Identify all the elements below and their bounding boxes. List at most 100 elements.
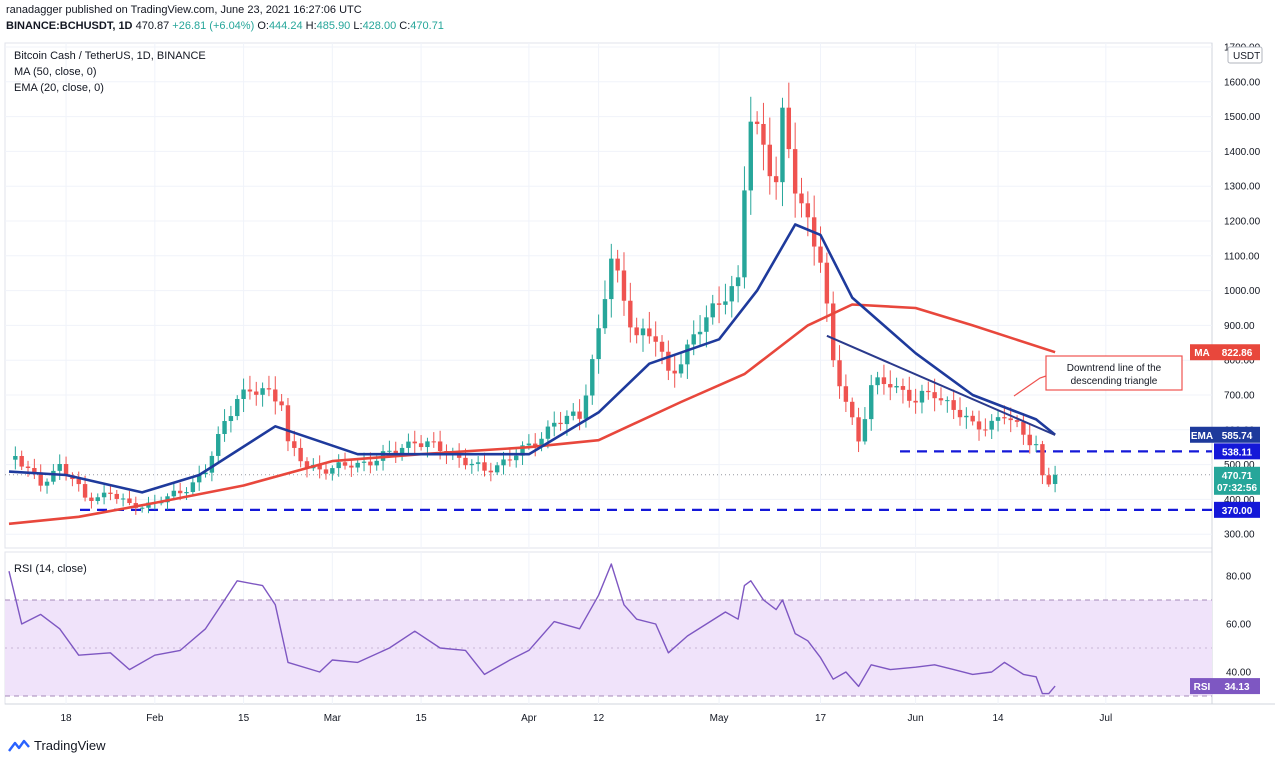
time-tick-label: 17 bbox=[815, 713, 827, 724]
tradingview-logo[interactable]: TradingView bbox=[8, 738, 106, 753]
candle-body bbox=[44, 481, 50, 486]
candle-body bbox=[716, 303, 722, 305]
rsi-badge-tag-label: RSI bbox=[1194, 682, 1211, 693]
price-panel bbox=[4, 42, 1213, 549]
candle-body bbox=[222, 421, 227, 435]
candle-body bbox=[818, 246, 823, 263]
candle-body bbox=[799, 193, 804, 204]
candle-body bbox=[856, 417, 861, 442]
annotation-pointer bbox=[1013, 375, 1047, 397]
last-price-box bbox=[1214, 466, 1260, 495]
currency-label: USDT bbox=[1233, 51, 1260, 62]
candle-body bbox=[38, 472, 43, 486]
candle-body bbox=[463, 457, 468, 466]
candle-body bbox=[304, 461, 310, 469]
time-tick-label: Jun bbox=[908, 713, 924, 724]
candle-body bbox=[412, 441, 417, 444]
candle-body bbox=[13, 455, 18, 460]
candle-body bbox=[501, 459, 506, 466]
candle-body bbox=[583, 395, 589, 419]
price-tick-label: 300.00 bbox=[1224, 530, 1255, 541]
candle-body bbox=[469, 463, 475, 466]
candle-body bbox=[647, 328, 652, 337]
candle-body bbox=[907, 389, 912, 401]
candle-body bbox=[894, 386, 899, 388]
candle-body bbox=[888, 384, 893, 388]
low-value: 428.00 bbox=[362, 20, 397, 32]
candle-body bbox=[342, 462, 348, 466]
candle-body bbox=[957, 409, 963, 418]
candle-body bbox=[564, 415, 570, 425]
last-value: 470.87 bbox=[135, 20, 170, 32]
annotation-line-1: Downtrend line of the bbox=[1067, 363, 1162, 374]
candle-body bbox=[82, 484, 88, 498]
candle-body bbox=[1002, 417, 1007, 419]
rsi-band bbox=[5, 600, 1212, 696]
candle-body bbox=[545, 426, 551, 439]
countdown-value: 07:32:56 bbox=[1217, 483, 1257, 494]
candle-body bbox=[780, 107, 785, 183]
ma-badge-value: 822.86 bbox=[1222, 348, 1253, 359]
candle-body bbox=[254, 391, 259, 395]
candle-body bbox=[843, 386, 849, 402]
open-value: 444.24 bbox=[268, 20, 303, 32]
candle-body bbox=[653, 336, 658, 342]
candle-body bbox=[190, 482, 196, 493]
ema-badge: EMA 585.74 bbox=[1190, 426, 1260, 443]
candle-body bbox=[482, 462, 487, 471]
price-tick-label: 1000.00 bbox=[1224, 286, 1261, 297]
candle-body bbox=[1027, 434, 1032, 446]
candle-body bbox=[767, 144, 772, 177]
candle-body bbox=[685, 344, 690, 365]
candle-body bbox=[900, 386, 906, 390]
candle-body bbox=[184, 492, 189, 494]
candle-body bbox=[507, 459, 513, 461]
price-tick-label: 1300.00 bbox=[1224, 182, 1261, 193]
rsi-badge: RSI 34.13 bbox=[1190, 678, 1260, 695]
candle-body bbox=[951, 400, 956, 410]
candle-body bbox=[704, 317, 709, 332]
candle-body bbox=[431, 441, 436, 443]
candle-body bbox=[970, 415, 975, 422]
level-370-badge-value: 370.00 bbox=[1222, 506, 1253, 517]
ema20-line bbox=[8, 223, 1056, 494]
rsi-badge-value: 34.13 bbox=[1224, 682, 1249, 693]
candle-body bbox=[323, 469, 329, 474]
candle-body bbox=[1046, 475, 1051, 485]
candle-body bbox=[317, 464, 322, 470]
candle-body bbox=[393, 450, 398, 454]
candle-body bbox=[526, 443, 532, 446]
ohlc-bar: BINANCE:BCHUSDT, 1D 470.87 +26.81 (+6.04… bbox=[6, 20, 444, 32]
candle-body bbox=[710, 303, 715, 318]
price-tick-label: 1500.00 bbox=[1224, 112, 1261, 123]
ma-badge-box bbox=[1214, 344, 1260, 361]
level-538-badge: 538.11 bbox=[1214, 443, 1260, 460]
price-tick-label: 900.00 bbox=[1224, 321, 1255, 332]
candle-body bbox=[171, 490, 177, 497]
candle-body bbox=[697, 331, 703, 335]
price-tick-label: 500.00 bbox=[1224, 460, 1255, 471]
time-tick-label: Feb bbox=[146, 713, 164, 724]
time-tick-label: Mar bbox=[324, 713, 342, 724]
price-tick-label: 800.00 bbox=[1224, 356, 1255, 367]
footer-brand: TradingView bbox=[34, 738, 106, 753]
candle-body bbox=[63, 464, 69, 476]
candle-body bbox=[634, 327, 639, 336]
price-tick-label: 1600.00 bbox=[1224, 77, 1261, 88]
candle-body bbox=[235, 399, 240, 417]
rsi-tick-label: 60.00 bbox=[1226, 620, 1251, 631]
rsi-tick-label: 80.00 bbox=[1226, 572, 1251, 583]
time-tick-label: 15 bbox=[238, 713, 250, 724]
candle-body bbox=[729, 286, 734, 302]
ema-badge-tag-label: EMA bbox=[1191, 431, 1213, 442]
candle-body bbox=[862, 419, 868, 442]
rsi-legend: RSI (14, close) bbox=[14, 563, 87, 575]
candle-body bbox=[298, 447, 303, 462]
candle-body bbox=[228, 416, 234, 422]
candle-body bbox=[1033, 444, 1039, 446]
candle-body bbox=[120, 498, 126, 500]
candle-body bbox=[266, 388, 272, 390]
candle-body bbox=[761, 123, 766, 145]
